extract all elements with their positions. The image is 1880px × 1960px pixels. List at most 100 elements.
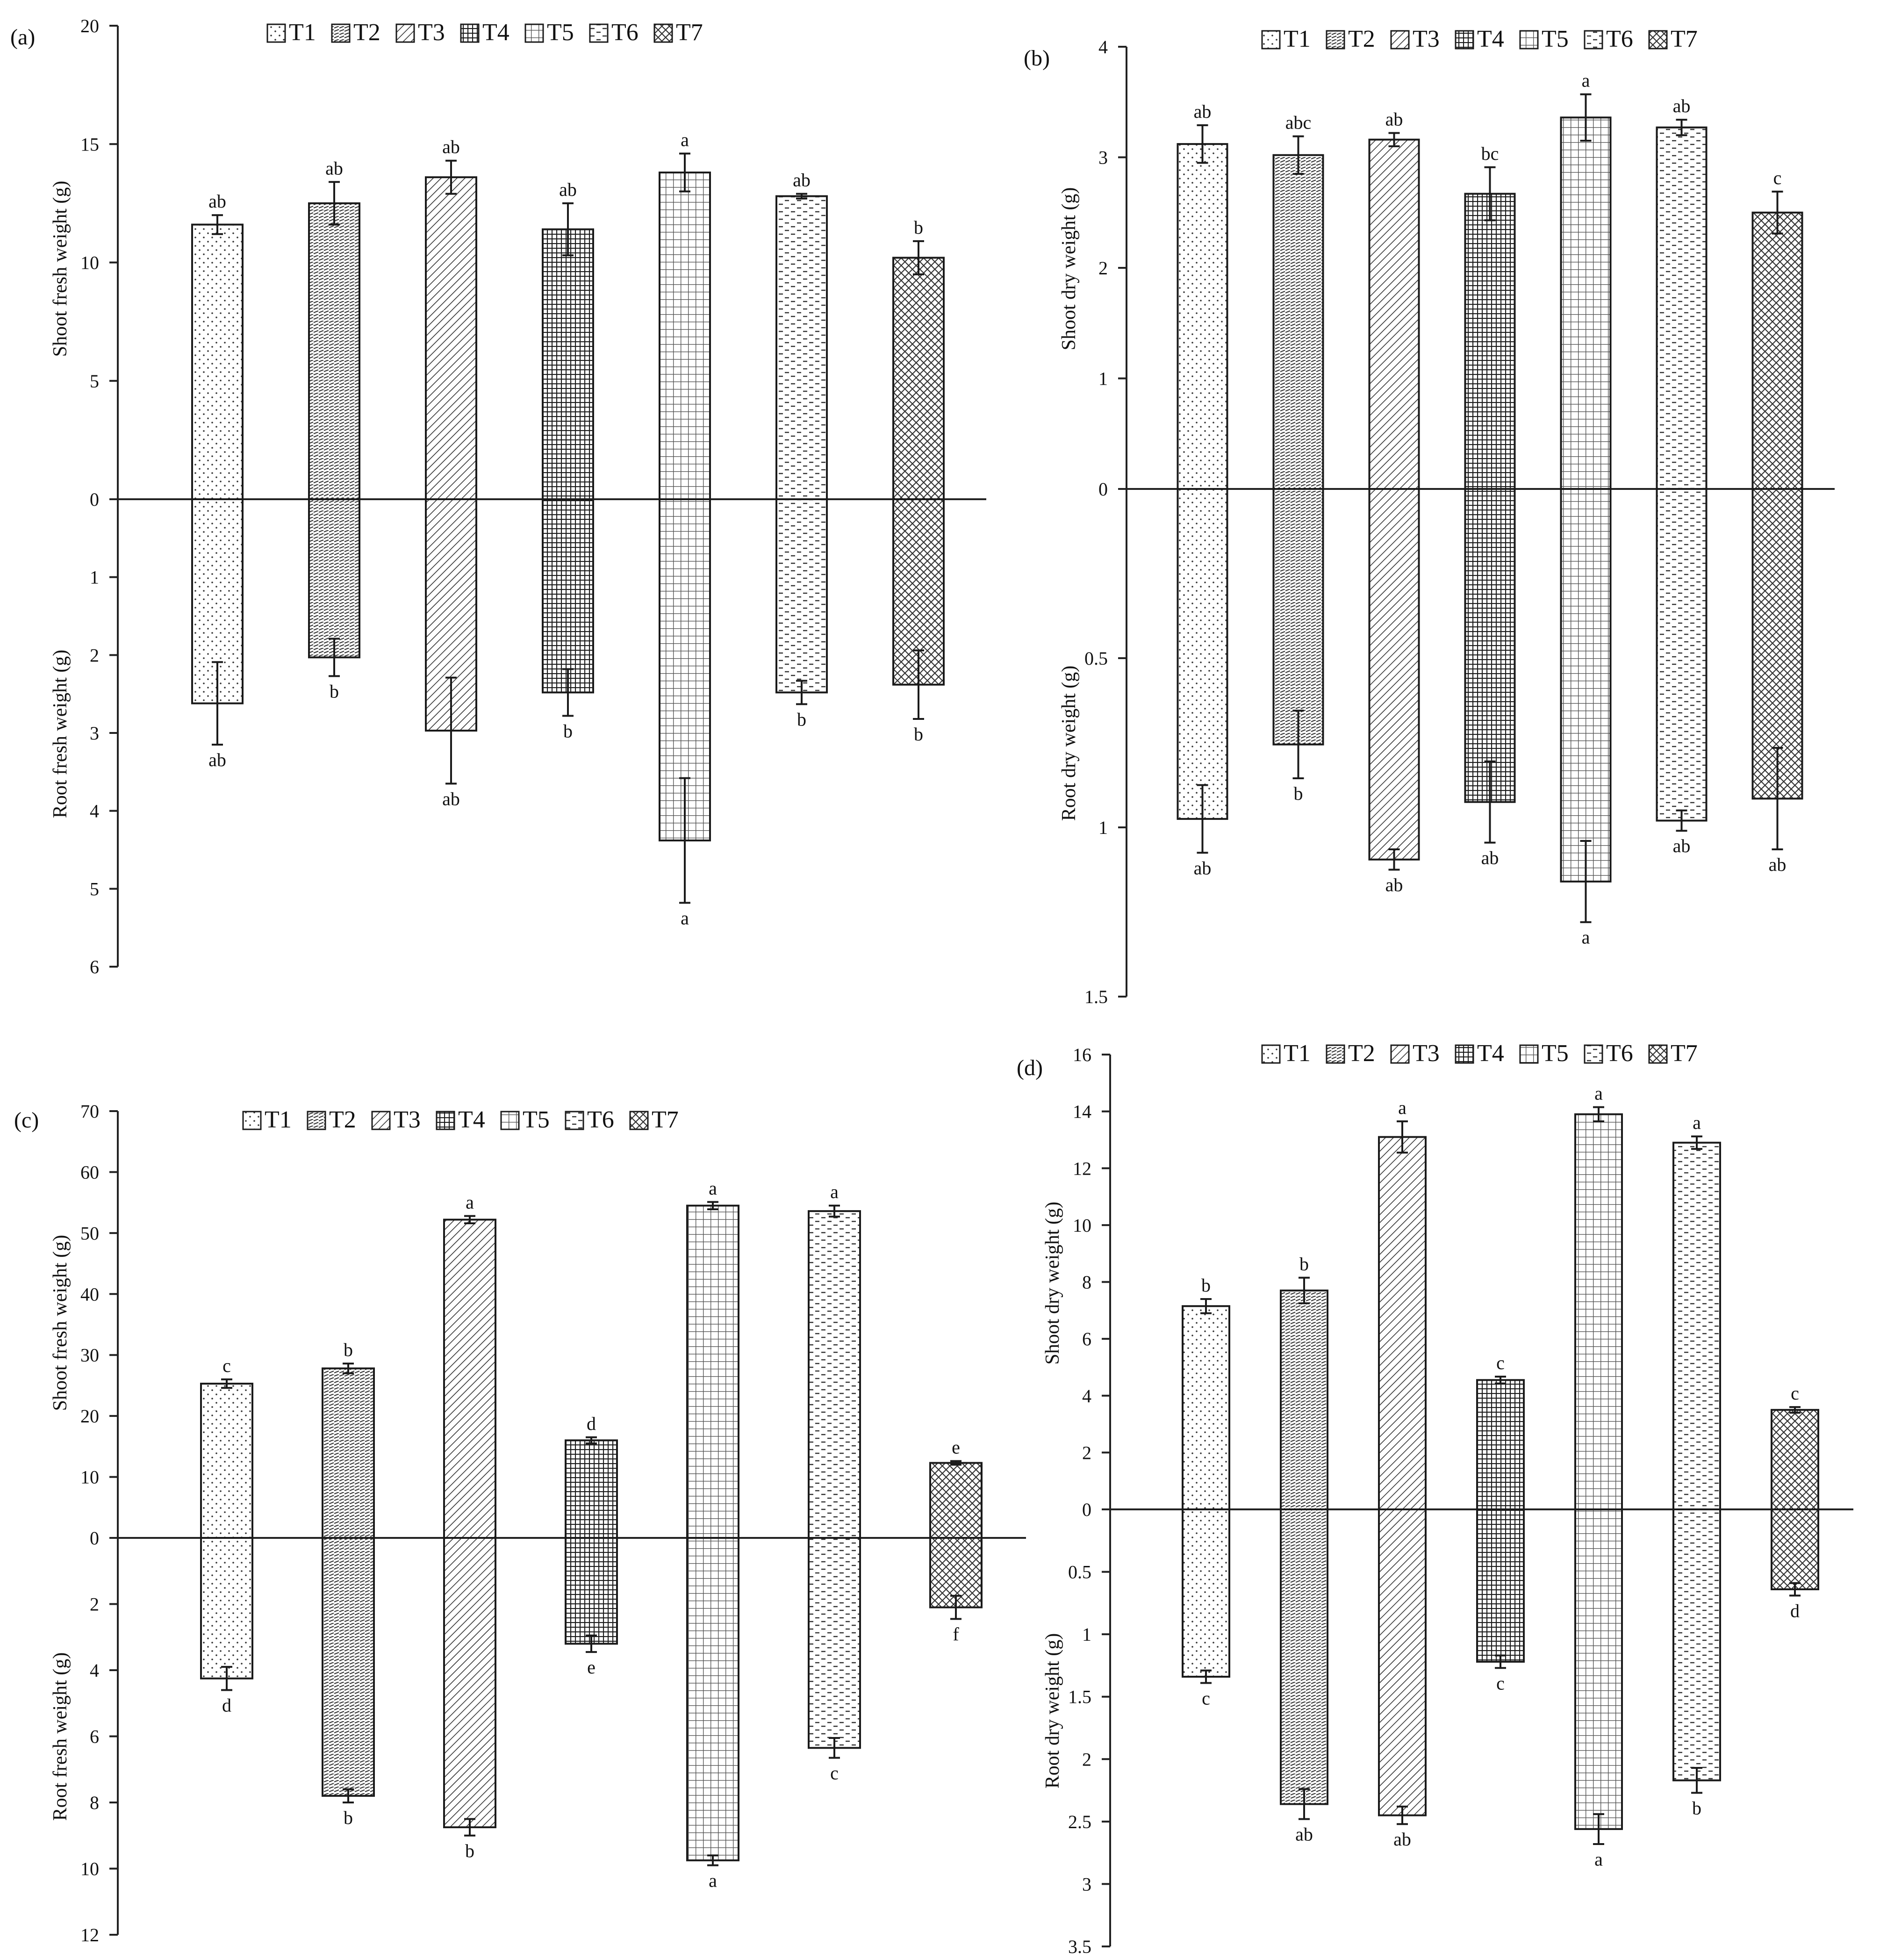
- legend-label-t4: T4: [1477, 26, 1504, 52]
- legend-label-t2: T2: [1348, 26, 1375, 52]
- root-bar: [1272, 488, 1324, 746]
- zero-tick-label: 0: [90, 489, 99, 510]
- y-axis-title-top: Shoot dry weight (g): [1058, 187, 1080, 351]
- root-significance-letter: a: [1582, 927, 1590, 948]
- shoot-significance-letter: a: [1398, 1097, 1406, 1118]
- y-axis-title-bottom: Root fresh weight (g): [50, 1652, 71, 1821]
- y-tick-label-top: 30: [80, 1345, 99, 1366]
- bar-group-t7: cd: [1771, 1383, 1819, 1621]
- bar-group-t4: de: [565, 1413, 618, 1678]
- bar-group-t1: bc: [1182, 1275, 1230, 1709]
- zero-tick-label: 0: [90, 1528, 99, 1549]
- y-tick-label-bottom: 4: [90, 801, 99, 822]
- shoot-bar: [1272, 154, 1324, 490]
- root-bar: [775, 498, 828, 694]
- y-tick-label-bottom: 1: [1082, 1624, 1091, 1645]
- shoot-significance-letter: b: [914, 217, 923, 238]
- legend-swatch-t6: [589, 23, 609, 43]
- shoot-significance-letter: d: [587, 1413, 596, 1434]
- legend: T1 T2 T3 T4 T5 T6 T7: [1261, 26, 1698, 52]
- y-tick-label-top: 20: [80, 15, 99, 36]
- shoot-bar: [1177, 143, 1228, 490]
- y-tick-label-top: 12: [1073, 1158, 1091, 1179]
- shoot-significance-letter: c: [1791, 1383, 1799, 1404]
- shoot-significance-letter: e: [952, 1437, 960, 1458]
- legend-label-t4: T4: [482, 19, 509, 46]
- shoot-significance-letter: a: [1594, 1083, 1603, 1104]
- y-tick-label-bottom: 5: [90, 878, 99, 899]
- y-tick-label-top: 60: [80, 1162, 99, 1183]
- root-bar: [1368, 488, 1420, 861]
- root-significance-letter: ab: [1673, 835, 1691, 856]
- shoot-bar: [1656, 126, 1708, 490]
- bar-group-t4: cc: [1476, 1352, 1525, 1694]
- shoot-bar: [200, 1383, 253, 1539]
- legend-label-t5: T5: [1542, 26, 1569, 52]
- legend-label-t1: T1: [265, 1106, 292, 1133]
- bar-group-t5: aa: [1574, 1083, 1623, 1870]
- root-significance-letter: ab: [1393, 1829, 1411, 1850]
- legend-swatch-t3: [395, 23, 415, 43]
- shoot-bar: [1464, 193, 1516, 490]
- root-significance-letter: b: [1692, 1797, 1701, 1818]
- y-tick-label-bottom: 2: [1082, 1749, 1091, 1770]
- bar-group-t4: bc ab: [1464, 143, 1516, 869]
- y-tick-label-bottom: 2: [90, 1594, 99, 1615]
- shoot-bar: [1574, 1113, 1623, 1511]
- legend-swatch-t3: [371, 1111, 391, 1130]
- shoot-significance-letter: a: [681, 129, 689, 151]
- root-significance-letter: b: [465, 1840, 474, 1861]
- shoot-significance-letter: b: [1201, 1275, 1211, 1296]
- root-bar: [1378, 1508, 1427, 1816]
- shoot-significance-letter: ab: [325, 158, 343, 179]
- bar-group-t1: cd: [200, 1355, 253, 1716]
- y-tick-label-bottom: 1.5: [1068, 1687, 1091, 1708]
- root-significance-letter: ab: [1194, 857, 1212, 878]
- y-axis-title-top: Shoot fresh weight (g): [50, 1235, 71, 1411]
- shoot-bar: [808, 1210, 861, 1539]
- y-tick-label-top: 6: [1082, 1328, 1091, 1350]
- shoot-significance-letter: ab: [442, 136, 460, 158]
- legend-label-t4: T4: [1477, 1040, 1504, 1067]
- y-tick-label-bottom: 6: [90, 1726, 99, 1747]
- panel-label: (a): [10, 25, 35, 50]
- panel-c-chart: (c) 0 10 20 30 40 50 60 70 2 4 6 8 10 12 Shoot fresh we…: [14, 1101, 1026, 1946]
- legend-swatch-t6: [1584, 30, 1603, 50]
- legend-label-t2: T2: [329, 1106, 356, 1133]
- shoot-bar: [1378, 1136, 1427, 1510]
- bar-group-t7: c ab: [1751, 167, 1803, 875]
- y-tick-label-bottom: 0.5: [1084, 648, 1108, 669]
- shoot-significance-letter: b: [1299, 1253, 1309, 1274]
- root-bar: [1464, 488, 1516, 803]
- y-tick-label-top: 50: [80, 1223, 99, 1244]
- root-significance-letter: d: [1790, 1600, 1800, 1621]
- legend-swatch-t5: [1519, 30, 1539, 50]
- y-tick-label-top: 15: [80, 134, 99, 155]
- y-axis-title-bottom: Root dry weight (g): [1058, 666, 1080, 821]
- shoot-significance-letter: a: [830, 1181, 839, 1202]
- root-significance-letter: e: [587, 1657, 596, 1678]
- shoot-bar: [775, 195, 828, 500]
- y-tick-label-bottom: 3.5: [1068, 1936, 1091, 1957]
- bar-group-t7: ef: [929, 1437, 983, 1644]
- y-tick-label-top: 20: [80, 1406, 99, 1427]
- root-significance-letter: a: [681, 907, 689, 928]
- root-significance-letter: ab: [1481, 847, 1499, 869]
- shoot-significance-letter: a: [1582, 70, 1590, 91]
- legend-label-t3: T3: [394, 1106, 421, 1133]
- bar-group-t3: ab ab: [425, 136, 477, 809]
- root-bar: [686, 1537, 739, 1861]
- shoot-bar: [1751, 211, 1803, 490]
- y-tick-label-top: 1: [1098, 368, 1108, 389]
- y-tick-label-top: 2: [1082, 1442, 1091, 1463]
- y-tick-label-top: 2: [1098, 258, 1108, 279]
- root-bar: [808, 1537, 861, 1749]
- y-tick-label-top: 10: [80, 252, 99, 273]
- shoot-bar: [929, 1462, 983, 1539]
- shoot-bar: [892, 257, 945, 500]
- bar-group-t5: aa: [686, 1177, 739, 1891]
- shoot-bar: [565, 1439, 618, 1539]
- legend-label-t2: T2: [353, 19, 380, 46]
- shoot-bar: [686, 1205, 739, 1539]
- root-bar: [1672, 1508, 1721, 1781]
